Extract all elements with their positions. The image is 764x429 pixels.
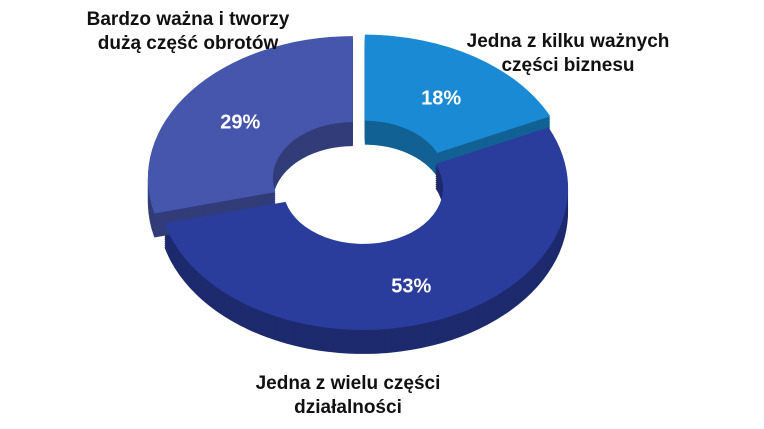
value-label: 18% xyxy=(421,87,461,109)
category-label: Bardzo ważna i tworzy dużą część obrotów xyxy=(86,9,290,54)
category-label: Jedna z wielu części działalności xyxy=(255,373,441,418)
value-label: 29% xyxy=(220,112,260,134)
slice xyxy=(164,127,569,330)
category-label: Jedna z kilku ważnych części biznesu xyxy=(466,31,670,76)
value-label: 53% xyxy=(391,275,431,297)
slice xyxy=(147,36,353,214)
slice xyxy=(364,34,551,153)
